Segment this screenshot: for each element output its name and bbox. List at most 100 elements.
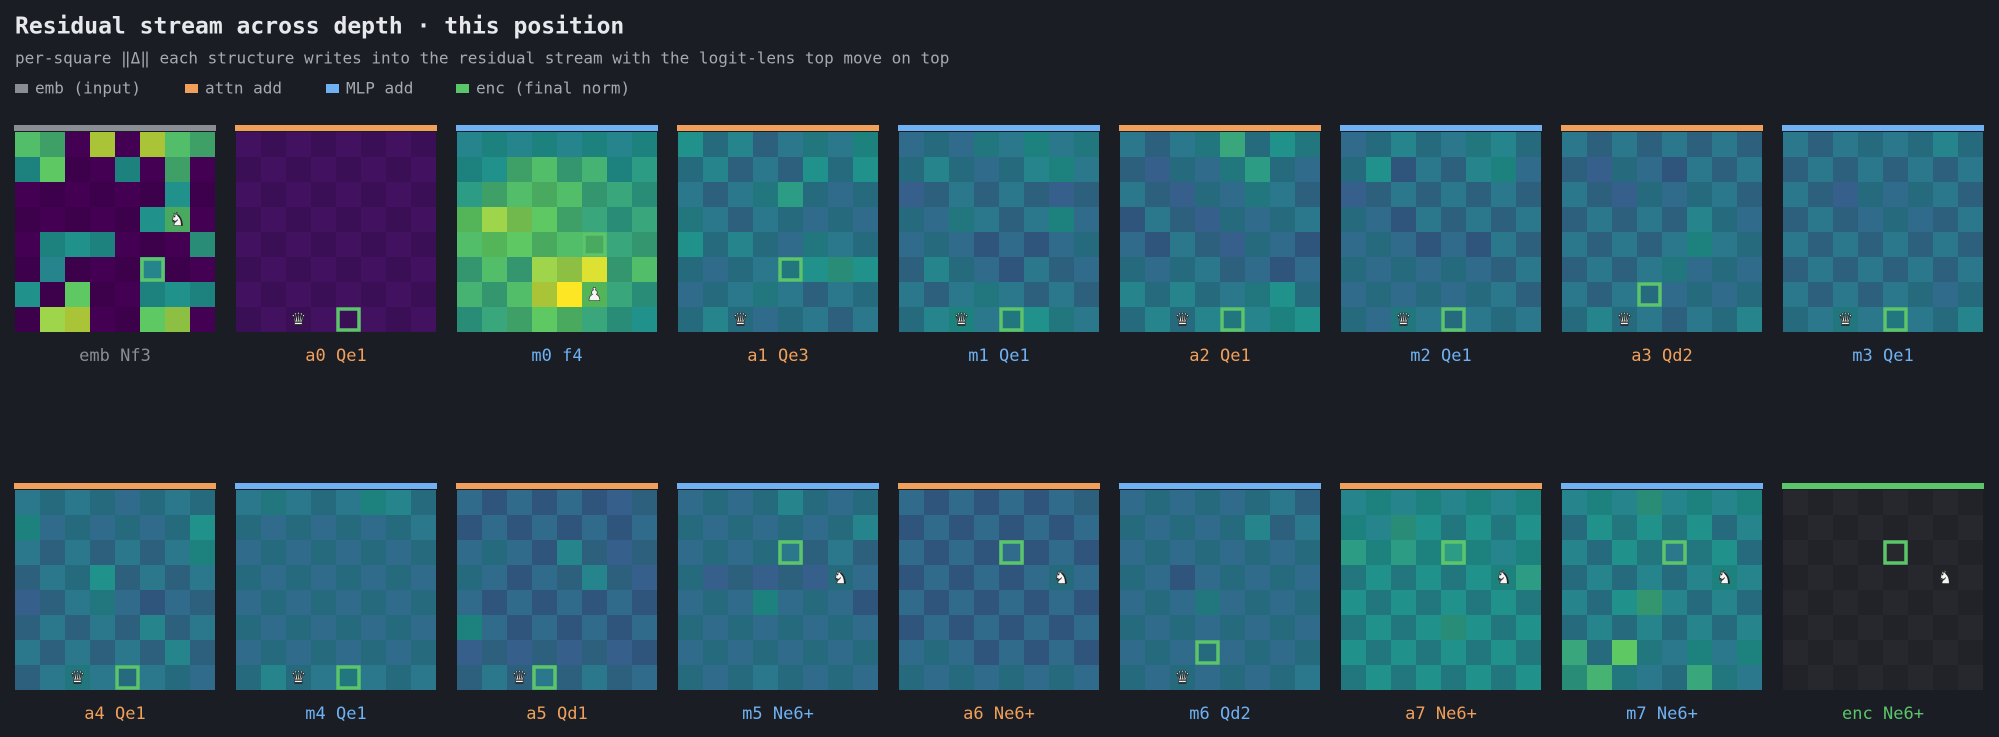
heat-cell [753, 640, 778, 665]
heat-cell [1883, 490, 1908, 515]
heat-cell [1883, 132, 1908, 157]
board-panel: ♞a7 Ne6+ [1340, 483, 1542, 724]
board-panel: ♞m7 Ne6+ [1561, 483, 1763, 724]
checker-shade [482, 590, 507, 615]
checker-shade [1491, 307, 1516, 332]
checker-shade [678, 615, 703, 640]
checker-shade [190, 282, 215, 307]
heat-cell [140, 132, 165, 157]
checker-shade [236, 307, 261, 332]
heat-cell [1662, 515, 1687, 540]
heat-cell [1220, 515, 1245, 540]
heat-cell [582, 307, 607, 332]
piece-glyph: ♞ [1937, 568, 1953, 589]
checker-shade [1783, 665, 1808, 690]
heat-cell [1074, 640, 1099, 665]
checker-shade [1712, 157, 1737, 182]
heat-cell [457, 615, 482, 640]
checker-shade [1391, 615, 1416, 640]
heat-cell [1145, 132, 1170, 157]
checker-shade [1120, 565, 1145, 590]
heat-cell [1883, 515, 1908, 540]
heat-cell [336, 307, 361, 332]
heat-cell [1441, 590, 1466, 615]
checker-shade [974, 590, 999, 615]
heat-cell [703, 282, 728, 307]
checker-shade [1516, 182, 1541, 207]
heat-cell [803, 565, 828, 590]
checker-shade [949, 307, 974, 332]
heat-cell [1295, 207, 1320, 232]
checker-shade [899, 665, 924, 690]
heat-cell [1074, 540, 1099, 565]
checker-shade [1933, 615, 1958, 640]
target-square [778, 540, 803, 565]
heat-cell [1516, 590, 1541, 615]
checker-shade [1341, 257, 1366, 282]
heat-cell [1908, 540, 1933, 565]
checker-shade [190, 540, 215, 565]
heat-cell [853, 590, 878, 615]
checker-shade [1637, 590, 1662, 615]
heat-cell [1295, 232, 1320, 257]
checker-shade [532, 182, 557, 207]
heat-cell [703, 132, 728, 157]
checker-shade [999, 665, 1024, 690]
heat-cell [261, 540, 286, 565]
heat-cell [1516, 307, 1541, 332]
heat-cell [1808, 307, 1833, 332]
checker-shade [15, 615, 40, 640]
heat-cell [386, 232, 411, 257]
panel-bar [1119, 125, 1321, 131]
checker-shade [1195, 182, 1220, 207]
heat-cell [582, 665, 607, 690]
checker-shade [828, 665, 853, 690]
checker-shade [386, 307, 411, 332]
piece-glyph: ♛ [290, 668, 306, 689]
checker-shade [1270, 207, 1295, 232]
checker-shade [532, 640, 557, 665]
heat-cell [65, 615, 90, 640]
heat-cell [1366, 515, 1391, 540]
panel-label: a5 Qd1 [526, 704, 587, 724]
checker-shade [678, 565, 703, 590]
checker-shade [482, 282, 507, 307]
heat-cell [678, 640, 703, 665]
heat-cell [165, 207, 190, 232]
heat-cell [311, 615, 336, 640]
checker-shade [778, 307, 803, 332]
checker-shade [1024, 132, 1049, 157]
heat-cell [386, 515, 411, 540]
heat-cell [1933, 590, 1958, 615]
checker-shade [1295, 132, 1320, 157]
checker-shade [582, 182, 607, 207]
heat-cell [1391, 540, 1416, 565]
heat-cell [1808, 540, 1833, 565]
heat-cell [411, 515, 436, 540]
heat-cell [1637, 540, 1662, 565]
heat-cell [1466, 282, 1491, 307]
heat-cell [582, 182, 607, 207]
heat-cell [999, 665, 1024, 690]
heat-cell [1958, 615, 1983, 640]
heat-cell [15, 232, 40, 257]
heat-cell [411, 132, 436, 157]
checker-shade [1858, 640, 1883, 665]
checker-shade [1612, 207, 1637, 232]
checker-shade [778, 565, 803, 590]
heat-cell [1220, 207, 1245, 232]
panel-bar [1340, 125, 1542, 131]
checker-shade [1516, 282, 1541, 307]
heat-cell [1049, 132, 1074, 157]
board-panel: ♛ a5 Qd1 [456, 483, 658, 724]
checker-shade [1366, 282, 1391, 307]
heat-cell [286, 540, 311, 565]
heat-cell [1712, 640, 1737, 665]
heat-cell [286, 590, 311, 615]
checker-shade [457, 307, 482, 332]
heat-cell [361, 490, 386, 515]
checker-shade [1391, 515, 1416, 540]
heat-cell [286, 257, 311, 282]
heat-cell [65, 490, 90, 515]
piece-glyph: ♛ [511, 668, 527, 689]
